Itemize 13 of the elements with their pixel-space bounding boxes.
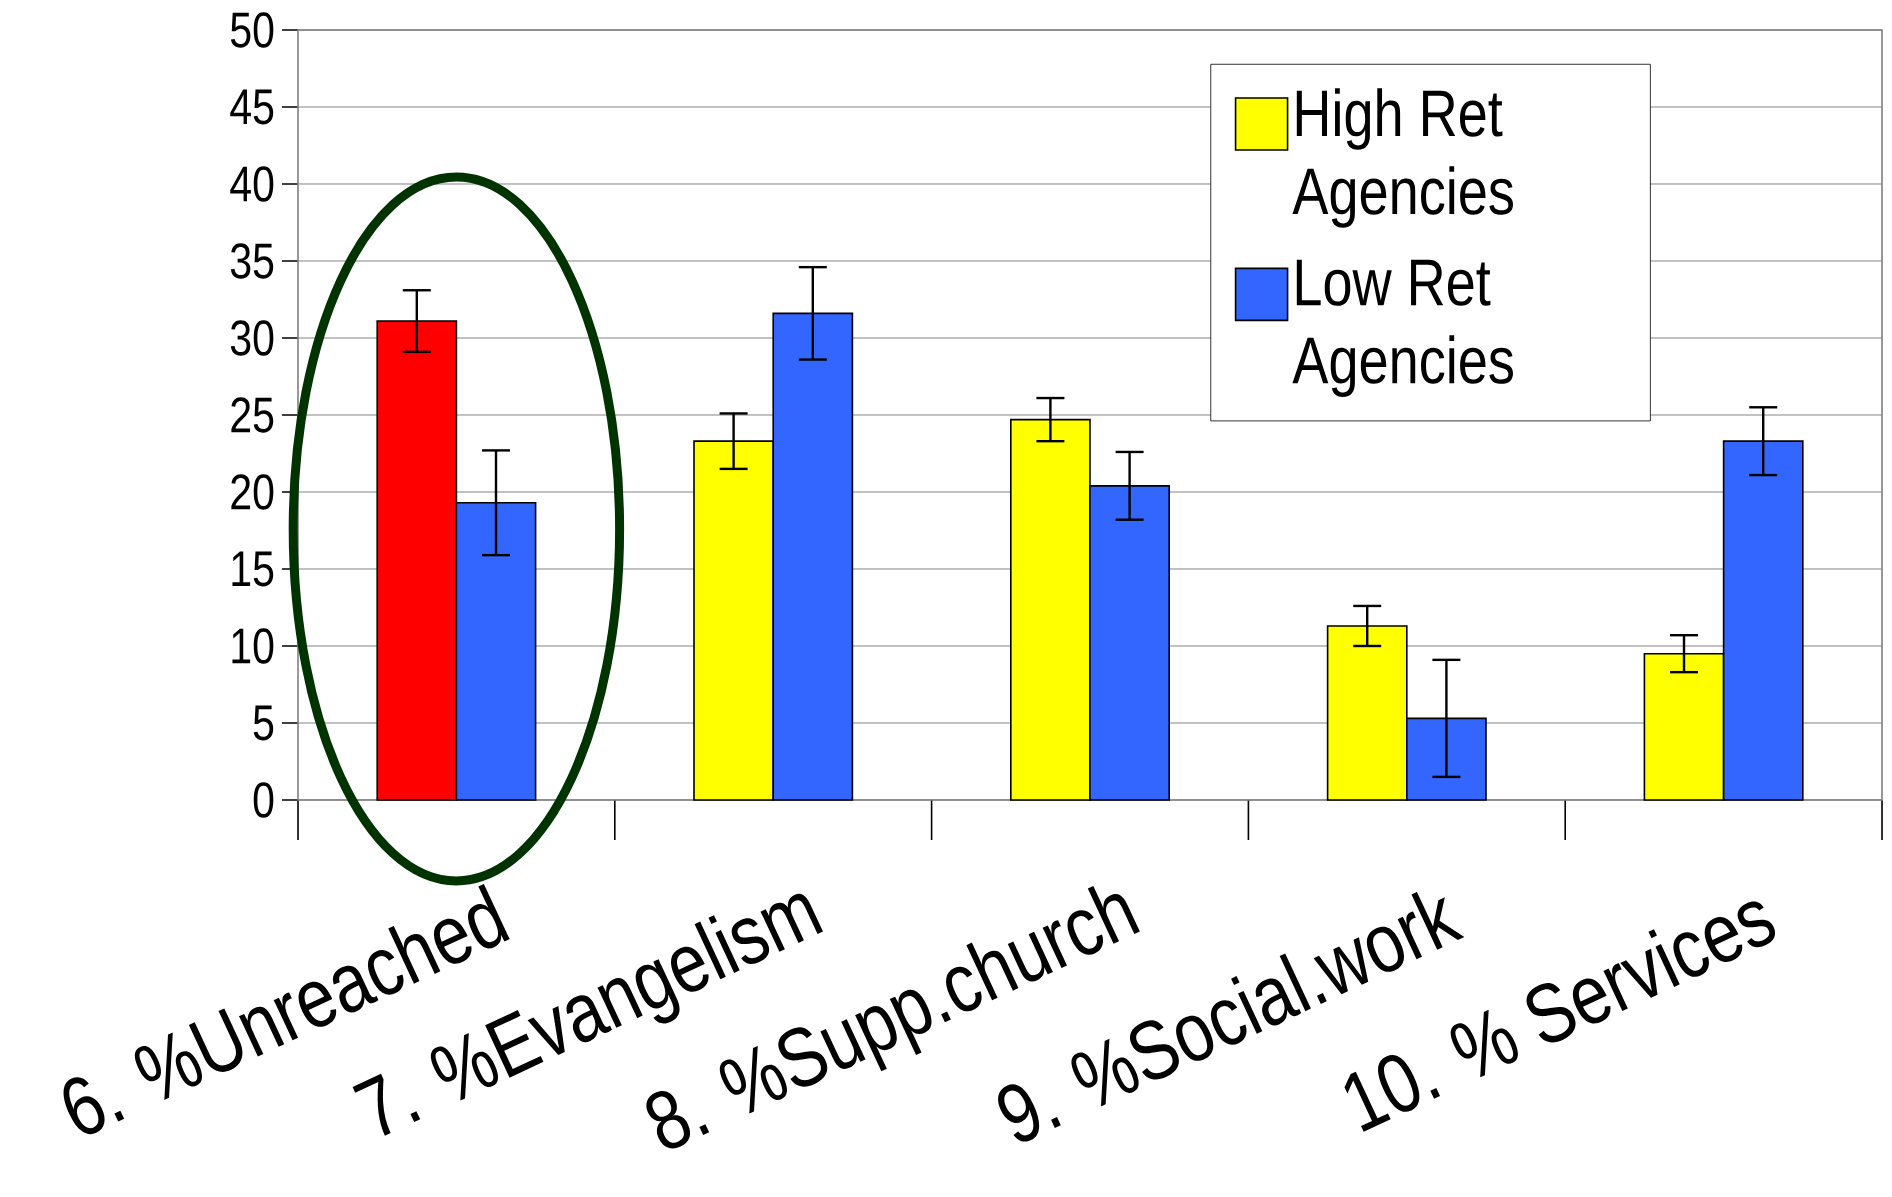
y-tick-label: 5	[253, 705, 274, 741]
y-tick-label: 0	[253, 782, 274, 818]
y-tick-label: 20	[231, 474, 274, 510]
legend-label: High Ret Agencies	[1292, 88, 1513, 228]
y-tick-label: 15	[232, 551, 274, 587]
y-tick-label: 10	[232, 628, 274, 664]
y-tick-label: 45	[230, 89, 274, 125]
y-tick-label: 40	[230, 166, 274, 202]
y-tick-label: 50	[230, 12, 274, 48]
y-tick-label: 25	[231, 397, 274, 433]
legend-label: Low Ret Agencies	[1292, 259, 1513, 397]
y-tick-label: 30	[230, 320, 274, 356]
y-tick-label: 35	[230, 243, 274, 279]
